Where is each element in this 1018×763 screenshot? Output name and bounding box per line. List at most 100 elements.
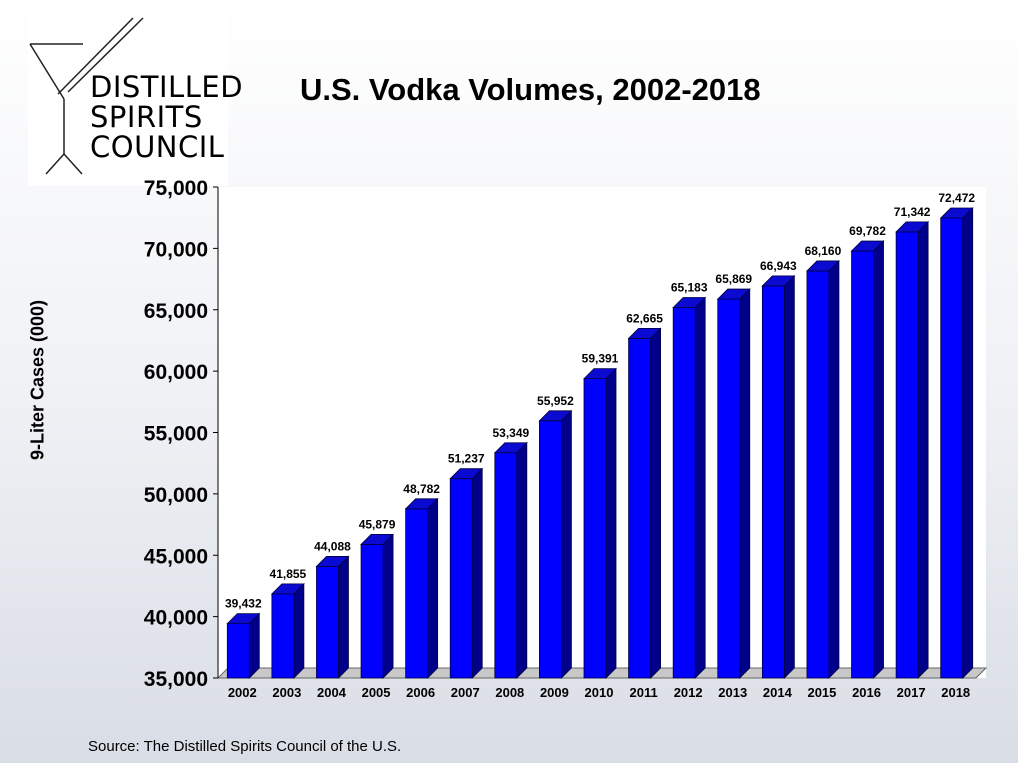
bar-front	[405, 508, 429, 679]
bar-2002	[226, 612, 261, 679]
bar-2005	[360, 533, 395, 679]
bar-front	[360, 544, 384, 679]
bar-2017	[895, 220, 930, 679]
bar-front	[316, 566, 339, 679]
distilled-spirits-council-logo: DISTILLED SPIRITS COUNCIL	[28, 14, 243, 186]
bar-front	[583, 378, 607, 679]
bar-side	[471, 467, 483, 679]
x-tick-label: 2011	[629, 685, 657, 700]
bar-2007	[449, 467, 484, 679]
y-tick-label: 75,000	[144, 177, 208, 200]
value-label: 68,160	[805, 244, 842, 258]
bar-2012	[672, 296, 707, 679]
bar-top	[538, 410, 573, 422]
bar-top	[672, 297, 707, 308]
bar-side	[293, 582, 305, 679]
value-label: 59,391	[582, 352, 619, 366]
bar-front	[539, 420, 562, 679]
bar-top	[895, 221, 930, 233]
logo-line-2: SPIRITS	[90, 100, 203, 134]
bar-side	[783, 274, 795, 679]
bar-top	[939, 207, 974, 219]
bar-2018	[939, 207, 974, 679]
bar-top	[583, 368, 617, 380]
x-tick-label: 2006	[406, 685, 435, 700]
y-tick-label: 45,000	[144, 545, 208, 568]
bar-top	[761, 275, 796, 287]
bar-front	[806, 270, 830, 679]
bar-top	[270, 583, 305, 595]
x-tick-label: 2009	[540, 685, 569, 700]
y-tick-label: 40,000	[144, 607, 208, 630]
value-label: 51,237	[448, 452, 485, 466]
value-label: 41,855	[270, 567, 307, 581]
y-tick-label: 60,000	[144, 361, 208, 384]
value-label: 65,869	[715, 272, 752, 286]
bar-side	[427, 497, 439, 679]
bar-side	[694, 296, 706, 679]
bar-front	[895, 231, 919, 679]
bar-front	[628, 338, 651, 679]
bar-side	[338, 555, 349, 679]
value-label: 72,472	[938, 191, 975, 205]
bar-2006	[404, 497, 439, 679]
value-label: 45,879	[359, 517, 396, 531]
bar-top	[360, 534, 395, 545]
bar-2009	[538, 409, 573, 679]
x-tick-label: 2016	[852, 685, 881, 700]
bar-side	[650, 327, 661, 679]
x-tick-label: 2005	[362, 685, 391, 700]
x-tick-label: 2013	[718, 685, 747, 700]
bar-front	[761, 285, 785, 679]
value-label: 66,943	[760, 259, 797, 273]
bar-top	[805, 260, 840, 272]
bar-front	[717, 298, 741, 679]
source-note: Source: The Distilled Spirits Council of…	[88, 738, 402, 755]
bar-top	[226, 613, 261, 624]
x-tick-label: 2012	[674, 685, 703, 700]
x-tick-label: 2018	[941, 685, 970, 700]
bar-front	[271, 593, 295, 679]
y-tick-label: 35,000	[144, 668, 208, 691]
x-tick-label: 2010	[585, 685, 614, 700]
bar-top	[716, 288, 751, 300]
value-label: 62,665	[626, 311, 663, 325]
y-tick-label: 55,000	[144, 423, 208, 446]
bar-2015	[805, 259, 840, 679]
x-tick-label: 2008	[495, 685, 524, 700]
value-label: 69,782	[849, 224, 886, 238]
bar-top	[404, 498, 439, 510]
y-axis: 35,000 40,000 45,000 50,000 55,000 60,000 65,0…	[144, 177, 219, 691]
bar-2010	[583, 367, 617, 679]
bar-top	[627, 328, 662, 339]
value-label: 44,088	[314, 539, 351, 553]
bar-front	[226, 623, 250, 679]
bar-front	[851, 250, 874, 679]
bar-side	[605, 367, 617, 679]
bar-side	[828, 259, 840, 679]
bar-side	[248, 612, 260, 679]
bar-top	[315, 556, 350, 567]
bar-2013	[716, 288, 751, 679]
value-label: 39,432	[225, 597, 262, 611]
bar-side	[917, 220, 929, 679]
bar-2008	[493, 441, 528, 679]
martini-glass-icon	[29, 17, 144, 175]
x-tick-label: 2017	[897, 685, 926, 700]
logo-line-1: DISTILLED	[90, 70, 244, 104]
bar-top	[850, 240, 885, 252]
bar-front	[672, 307, 696, 679]
bar-2016	[850, 240, 885, 679]
bar-top	[493, 442, 528, 454]
bar-side	[382, 533, 394, 679]
x-tick-label: 2004	[317, 685, 347, 700]
chart-title: U.S. Vodka Volumes, 2002-2018	[300, 72, 761, 107]
x-tick-label: 2015	[807, 685, 836, 700]
bar-top	[449, 468, 484, 480]
bar-side	[739, 288, 751, 679]
value-label: 71,342	[894, 205, 931, 219]
bar-side	[873, 240, 884, 679]
bar-side	[962, 207, 974, 679]
value-label: 53,349	[492, 426, 529, 440]
bar-side	[516, 441, 528, 679]
